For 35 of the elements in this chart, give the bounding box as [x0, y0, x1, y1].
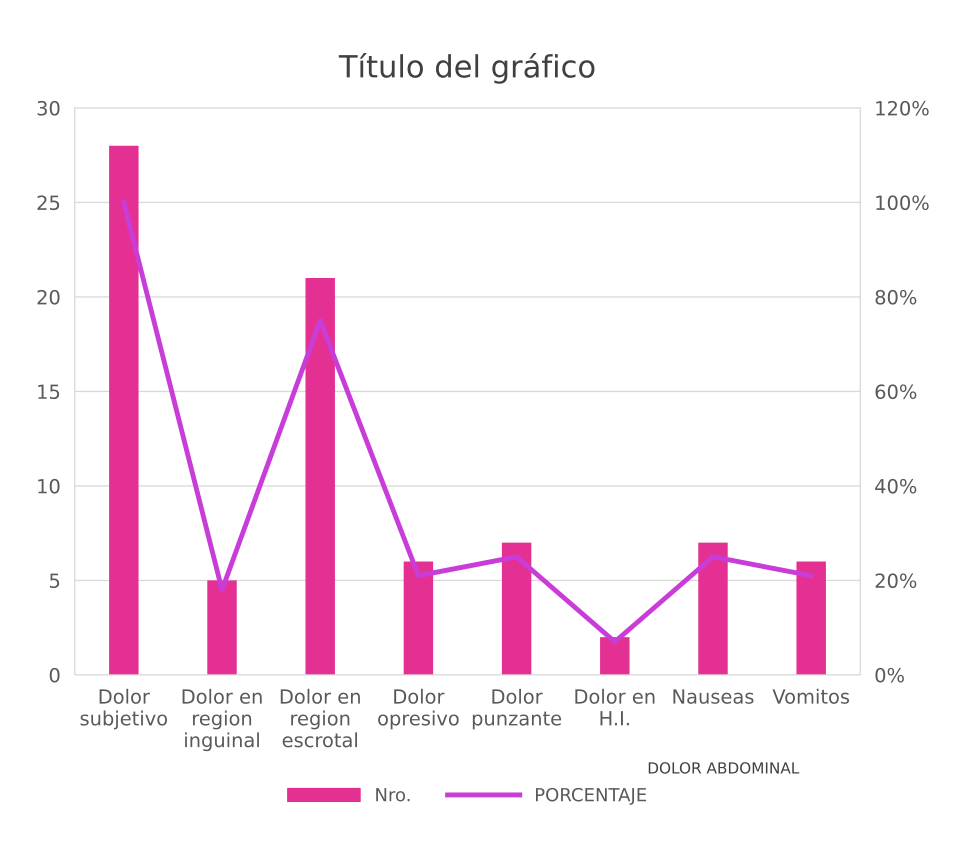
legend-label: PORCENTAJE	[536, 788, 646, 805]
bar	[207, 580, 237, 675]
y2-tick-label: 100%	[876, 195, 929, 210]
bar	[698, 542, 728, 675]
bar	[109, 146, 139, 675]
y2-tick-label: 80%	[875, 290, 916, 305]
y-tick-label: 5	[50, 574, 60, 588]
x-tick-label: Vomitos	[772, 688, 850, 704]
y2-tick-label: 20%	[876, 573, 916, 588]
x-tick-label: Dolor en H.I.	[575, 688, 654, 726]
x-tick-label: Dolor en region escrotal	[280, 688, 360, 748]
text: DOLOR ABDOMINAL	[648, 762, 800, 774]
line-series	[121, 200, 814, 644]
x-tick-label: Nauseas	[673, 689, 754, 704]
bar	[600, 637, 630, 675]
y-tick-label: 0	[50, 668, 60, 683]
y-tick-label: 10	[38, 478, 60, 494]
y2-tick-label: 0%	[875, 668, 904, 683]
bar	[796, 562, 826, 675]
y-tick-label: 25	[38, 195, 60, 210]
bar	[305, 278, 335, 675]
y-tick-label: 20	[38, 290, 60, 305]
y2-tick-label: 60%	[876, 384, 916, 400]
x-tick-label: Dolor subjetivo	[80, 688, 168, 730]
x-tick-label: Dolor en region inguinal	[182, 688, 262, 752]
y2-tick-label: 40%	[875, 478, 916, 494]
x-tick-label: Dolor opresivo	[378, 688, 459, 730]
chart-title: Título del gráfico	[338, 52, 594, 84]
y-tick-label: 30	[38, 100, 60, 116]
y2-tick-label: 120%	[876, 100, 929, 116]
bar	[502, 542, 532, 675]
legend-label: Nro.	[376, 788, 410, 802]
bar	[404, 562, 434, 675]
x-tick-label: Dolor punzante	[472, 688, 562, 730]
y-tick-label: 15	[38, 384, 60, 400]
